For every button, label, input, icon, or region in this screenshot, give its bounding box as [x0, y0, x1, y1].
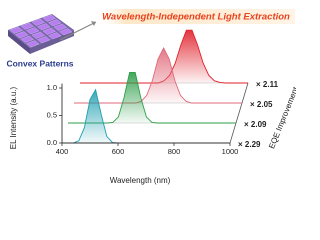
pattern-cell	[9, 26, 23, 34]
eqe-annotation: × 2.05	[250, 100, 273, 109]
x-axis-label: Wavelength (nm)	[110, 176, 171, 185]
pattern-cell	[15, 31, 29, 39]
x-tick-label: 1000	[222, 147, 239, 156]
eqe-annotation: × 2.09	[244, 120, 267, 129]
chart-title: Wavelength-Independent Light Extraction	[102, 12, 290, 23]
y-tick-label: 1.0	[47, 83, 57, 92]
pattern-cell	[37, 36, 51, 44]
eqe-annotation: × 2.11	[256, 80, 279, 89]
pattern-cell	[26, 40, 40, 48]
title-banner	[95, 9, 295, 24]
pattern-cell	[53, 23, 67, 31]
spectrum-area	[62, 89, 230, 143]
inset-label: Convex Patterns	[6, 58, 73, 68]
pattern-cell	[59, 28, 73, 36]
pattern-cell	[48, 19, 62, 27]
spectrum-line	[74, 47, 242, 104]
pattern-cell	[37, 23, 51, 31]
depth-axis	[229, 82, 249, 144]
pattern-cell	[26, 27, 40, 35]
x-tick-label: 400	[56, 147, 69, 156]
eqe-annotation: × 2.29	[238, 140, 261, 149]
y-tick-label: 0.5	[47, 110, 57, 119]
y-axis-label: EL Intensity (a.u.)	[9, 86, 18, 149]
x-tick-label: 600	[112, 147, 125, 156]
pattern-cell	[20, 35, 34, 43]
pattern-cell	[20, 22, 34, 30]
z-axis-label: EQE Improvement	[267, 85, 296, 150]
x-tick-label: 800	[168, 147, 181, 156]
pattern-cell	[31, 31, 45, 39]
pattern-cell	[48, 32, 62, 40]
pattern-cell	[31, 18, 45, 26]
arrow-head	[91, 21, 96, 26]
spectrum-area	[74, 48, 242, 103]
pattern-cell	[42, 14, 56, 22]
pattern-cell	[42, 27, 56, 35]
chart: Wavelength-Independent Light Extraction …	[6, 9, 296, 185]
pattern-inset	[8, 14, 74, 54]
y-tick-label: 0.0	[47, 138, 57, 147]
